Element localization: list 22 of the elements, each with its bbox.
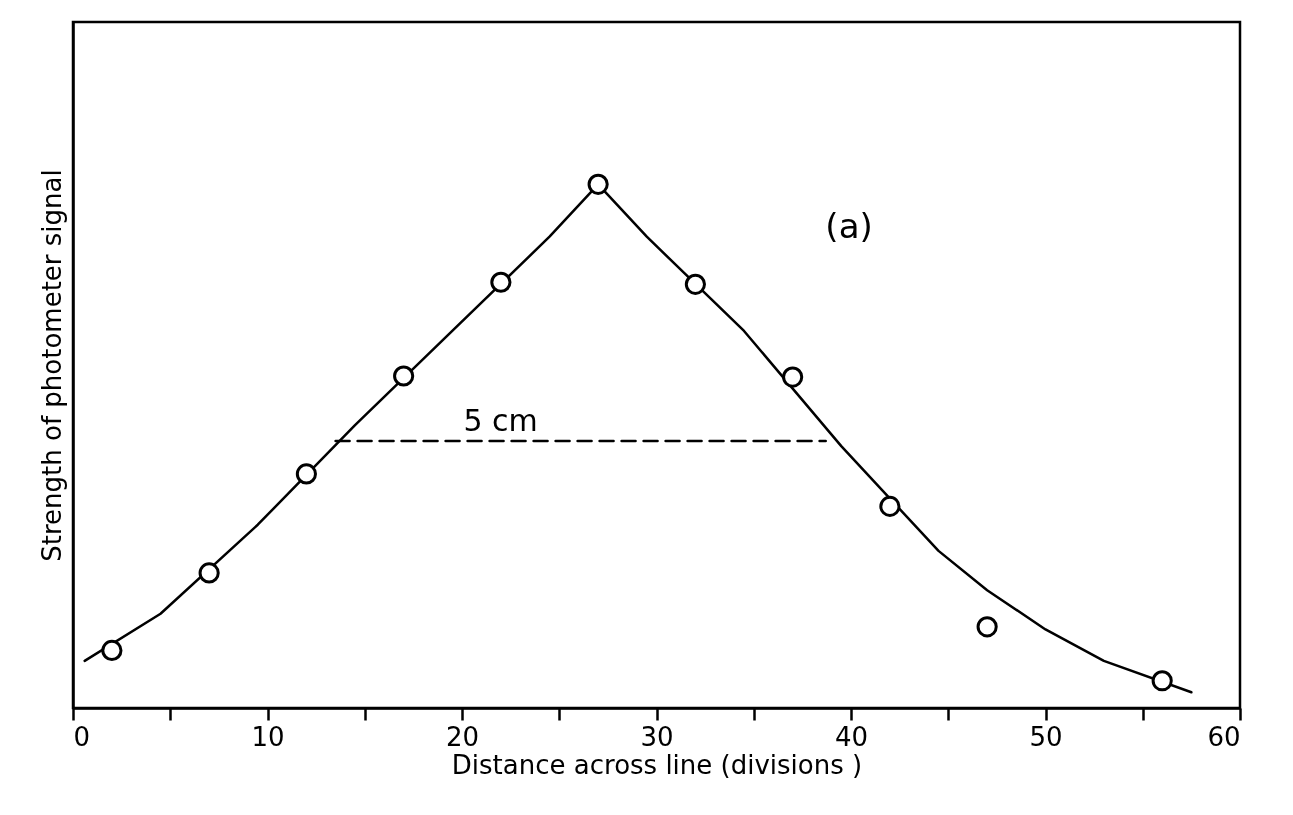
point xyxy=(295,463,317,485)
x-tick-label: 50 xyxy=(1029,721,1063,752)
x-tick-label: 20 xyxy=(445,721,480,752)
point xyxy=(976,616,998,638)
point xyxy=(490,271,512,293)
point xyxy=(198,562,220,584)
y-axis-title: Strength of photometer signal xyxy=(36,169,67,562)
x-tick-label: 0 xyxy=(73,721,91,752)
series-label: 5 cm xyxy=(463,402,538,438)
point xyxy=(1151,670,1173,692)
x-tick-label: 40 xyxy=(834,721,869,752)
x-tick-label: 30 xyxy=(640,721,674,752)
x-tick-label: 60 xyxy=(1207,721,1241,752)
x-tick-label: 10 xyxy=(251,721,285,752)
x-axis-title: Distance across line (divisions ) xyxy=(451,749,863,780)
point xyxy=(101,639,123,661)
annotation: (a) xyxy=(825,205,873,246)
point xyxy=(879,495,901,517)
point xyxy=(782,366,804,388)
point xyxy=(684,273,706,295)
point xyxy=(393,365,415,387)
point xyxy=(587,173,609,195)
